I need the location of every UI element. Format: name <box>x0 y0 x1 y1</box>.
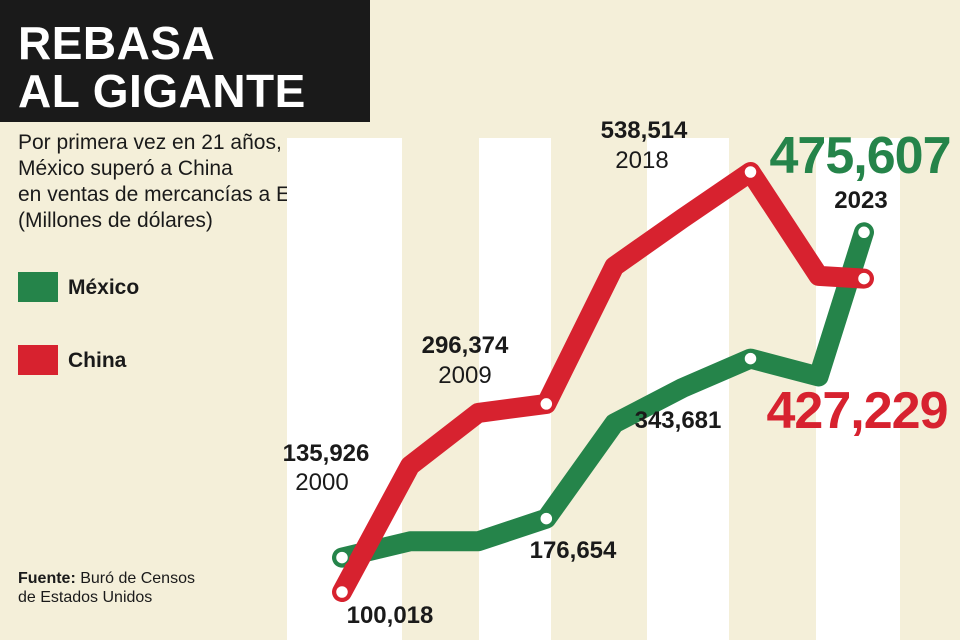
year-label-2023: 2023 <box>834 187 887 214</box>
source-text-1: Buró de Censos <box>75 570 195 587</box>
data-point-china <box>334 584 350 600</box>
year-label-2018: 2018 <box>615 147 668 174</box>
data-point-mexico <box>334 550 350 565</box>
series-lines <box>332 162 874 602</box>
data-point-china <box>856 271 872 286</box>
column-stripe <box>816 138 900 640</box>
source-note: Fuente: Buró de Censos de Estados Unidos <box>18 569 195 607</box>
subtitle-line-2: México superó a China <box>18 157 233 180</box>
value-label-mexico-2023: 475,607 <box>770 127 951 185</box>
data-point-mexico <box>743 351 758 366</box>
data-point-mexico <box>856 225 872 240</box>
legend-swatch-mexico <box>18 272 58 302</box>
series-points <box>334 164 872 600</box>
year-label-2009: 2009 <box>438 362 491 389</box>
data-point-china <box>539 396 554 412</box>
year-label-2000: 2000 <box>295 469 348 496</box>
column-stripe <box>479 138 551 640</box>
source-label: Fuente: <box>18 570 76 587</box>
subtitle-line-1: Por primera vez en 21 años, <box>18 131 282 154</box>
subtitle-line-4: (Millones de dólares) <box>18 209 213 232</box>
legend-swatch-china <box>18 345 58 375</box>
data-point-china <box>743 164 758 180</box>
subtitle: Por primera vez en 21 años, México super… <box>18 130 311 234</box>
subtitle-line-3: en ventas de mercancías a EU: <box>18 183 311 206</box>
title-line-2: AL GIGANTE <box>18 65 306 117</box>
value-label-china-2023: 427,229 <box>767 382 948 440</box>
legend-label-china: China <box>68 349 127 372</box>
value-label-mexico-2000: 135,926 <box>283 440 370 467</box>
title-box: REBASA AL GIGANTE <box>0 0 370 122</box>
value-label-china-2018: 538,514 <box>601 117 688 144</box>
title-line-1: REBASA <box>18 17 216 69</box>
source-text-2: de Estados Unidos <box>18 589 153 606</box>
value-label-china-2000: 100,018 <box>347 602 434 629</box>
value-label-mexico-2018: 343,681 <box>635 407 722 434</box>
value-label-china-2009: 296,374 <box>422 332 509 359</box>
value-label-mexico-2009: 176,654 <box>530 537 617 564</box>
data-point-mexico <box>539 511 554 526</box>
series-line-china <box>332 162 874 602</box>
legend-label-mexico: México <box>68 276 140 299</box>
series-line-mexico <box>332 222 874 568</box>
